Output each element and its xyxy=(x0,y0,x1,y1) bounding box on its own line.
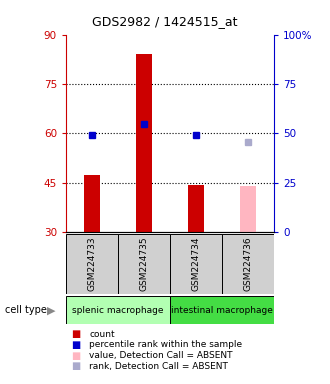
Bar xyxy=(170,234,222,294)
Text: percentile rank within the sample: percentile rank within the sample xyxy=(89,340,242,349)
Text: GDS2982 / 1424515_at: GDS2982 / 1424515_at xyxy=(92,15,238,28)
Bar xyxy=(188,185,204,232)
Text: ▶: ▶ xyxy=(47,305,55,315)
Text: splenic macrophage: splenic macrophage xyxy=(72,306,164,314)
Text: intestinal macrophage: intestinal macrophage xyxy=(171,306,273,314)
Text: GSM224735: GSM224735 xyxy=(140,237,148,291)
Bar xyxy=(118,234,170,294)
Text: GSM224733: GSM224733 xyxy=(87,237,96,291)
Text: cell type: cell type xyxy=(5,305,47,315)
Text: rank, Detection Call = ABSENT: rank, Detection Call = ABSENT xyxy=(89,362,228,371)
Text: value, Detection Call = ABSENT: value, Detection Call = ABSENT xyxy=(89,351,233,360)
Text: GSM224736: GSM224736 xyxy=(244,237,252,291)
Text: ■: ■ xyxy=(71,340,80,350)
Bar xyxy=(66,296,170,324)
Bar xyxy=(136,55,152,232)
Text: ■: ■ xyxy=(71,361,80,371)
Bar xyxy=(240,186,256,232)
Text: ■: ■ xyxy=(71,351,80,361)
Text: count: count xyxy=(89,329,115,339)
Bar xyxy=(84,175,100,232)
Bar xyxy=(170,296,274,324)
Text: ■: ■ xyxy=(71,329,80,339)
Bar xyxy=(222,234,274,294)
Bar xyxy=(66,234,118,294)
Text: GSM224734: GSM224734 xyxy=(191,237,200,291)
